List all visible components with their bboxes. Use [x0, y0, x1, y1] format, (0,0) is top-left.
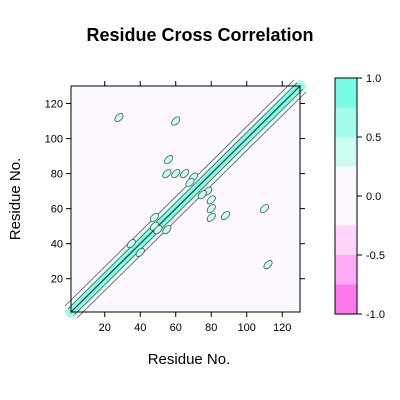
color-key-band [335, 107, 357, 137]
diagonal-line [70, 85, 301, 313]
x-tick-label: 60 [170, 322, 182, 334]
correlation-patch [259, 204, 270, 214]
x-tick-label: 120 [273, 322, 291, 334]
color-key-label: 1.0 [366, 73, 381, 85]
color-key-band [335, 196, 357, 226]
color-key-band [335, 284, 357, 314]
color-key-label: 0.5 [366, 132, 381, 144]
correlation-patch [114, 113, 124, 123]
correlation-patch [135, 247, 145, 257]
y-tick-label: 40 [51, 239, 63, 251]
x-axis: 20 40 60 80 100 120 [99, 81, 291, 334]
color-key-label: -1.0 [366, 309, 385, 321]
y-axis: 20 40 60 80 100 120 [45, 99, 305, 286]
x-tick-label: 20 [99, 322, 111, 334]
y-tick-label: 60 [51, 204, 63, 216]
color-key-label: -0.5 [366, 250, 385, 262]
plot-marks [64, 79, 307, 319]
y-tick-label: 20 [51, 274, 63, 286]
correlation-patch [197, 190, 207, 200]
correlation-patch [171, 116, 181, 126]
y-axis-label: Residue No. [7, 158, 24, 241]
correlation-patch [153, 225, 163, 235]
correlation-patch [220, 211, 230, 221]
color-key-band [335, 166, 357, 196]
x-axis-label: Residue No. [148, 351, 231, 368]
correlation-patch [206, 212, 216, 222]
x-tick-label: 100 [238, 322, 256, 334]
correlation-patch [206, 195, 216, 205]
correlation-patch [263, 260, 273, 270]
color-key-band [335, 255, 357, 285]
y-tick-label: 120 [45, 99, 63, 111]
correlation-patch [206, 204, 216, 214]
color-key-band [335, 137, 357, 167]
correlation-patch [185, 177, 195, 187]
color-key-band [335, 225, 357, 255]
chart-title: Residue Cross Correlation [86, 25, 313, 45]
diagonal-contour-line [76, 91, 307, 319]
diagonal-contour-line [73, 88, 304, 316]
correlation-patch [126, 239, 136, 249]
correlation-patch [164, 155, 174, 165]
y-tick-label: 80 [51, 169, 63, 181]
diagonal-contour-line [64, 79, 295, 307]
diagonal-contour-line [67, 82, 298, 310]
correlation-patch [162, 169, 172, 179]
color-key-label: 0.0 [366, 191, 381, 203]
color-key-band [335, 78, 357, 108]
plot-frame [70, 85, 301, 313]
color-key: -1.0 -0.5 0.0 0.5 1.0 [334, 73, 385, 321]
x-tick-label: 40 [134, 322, 146, 334]
correlation-patch [149, 212, 159, 222]
y-tick-label: 100 [45, 134, 63, 146]
x-tick-label: 80 [205, 322, 217, 334]
correlation-patch [162, 225, 172, 235]
correlation-patch [171, 169, 181, 179]
correlation-patch [180, 169, 190, 179]
